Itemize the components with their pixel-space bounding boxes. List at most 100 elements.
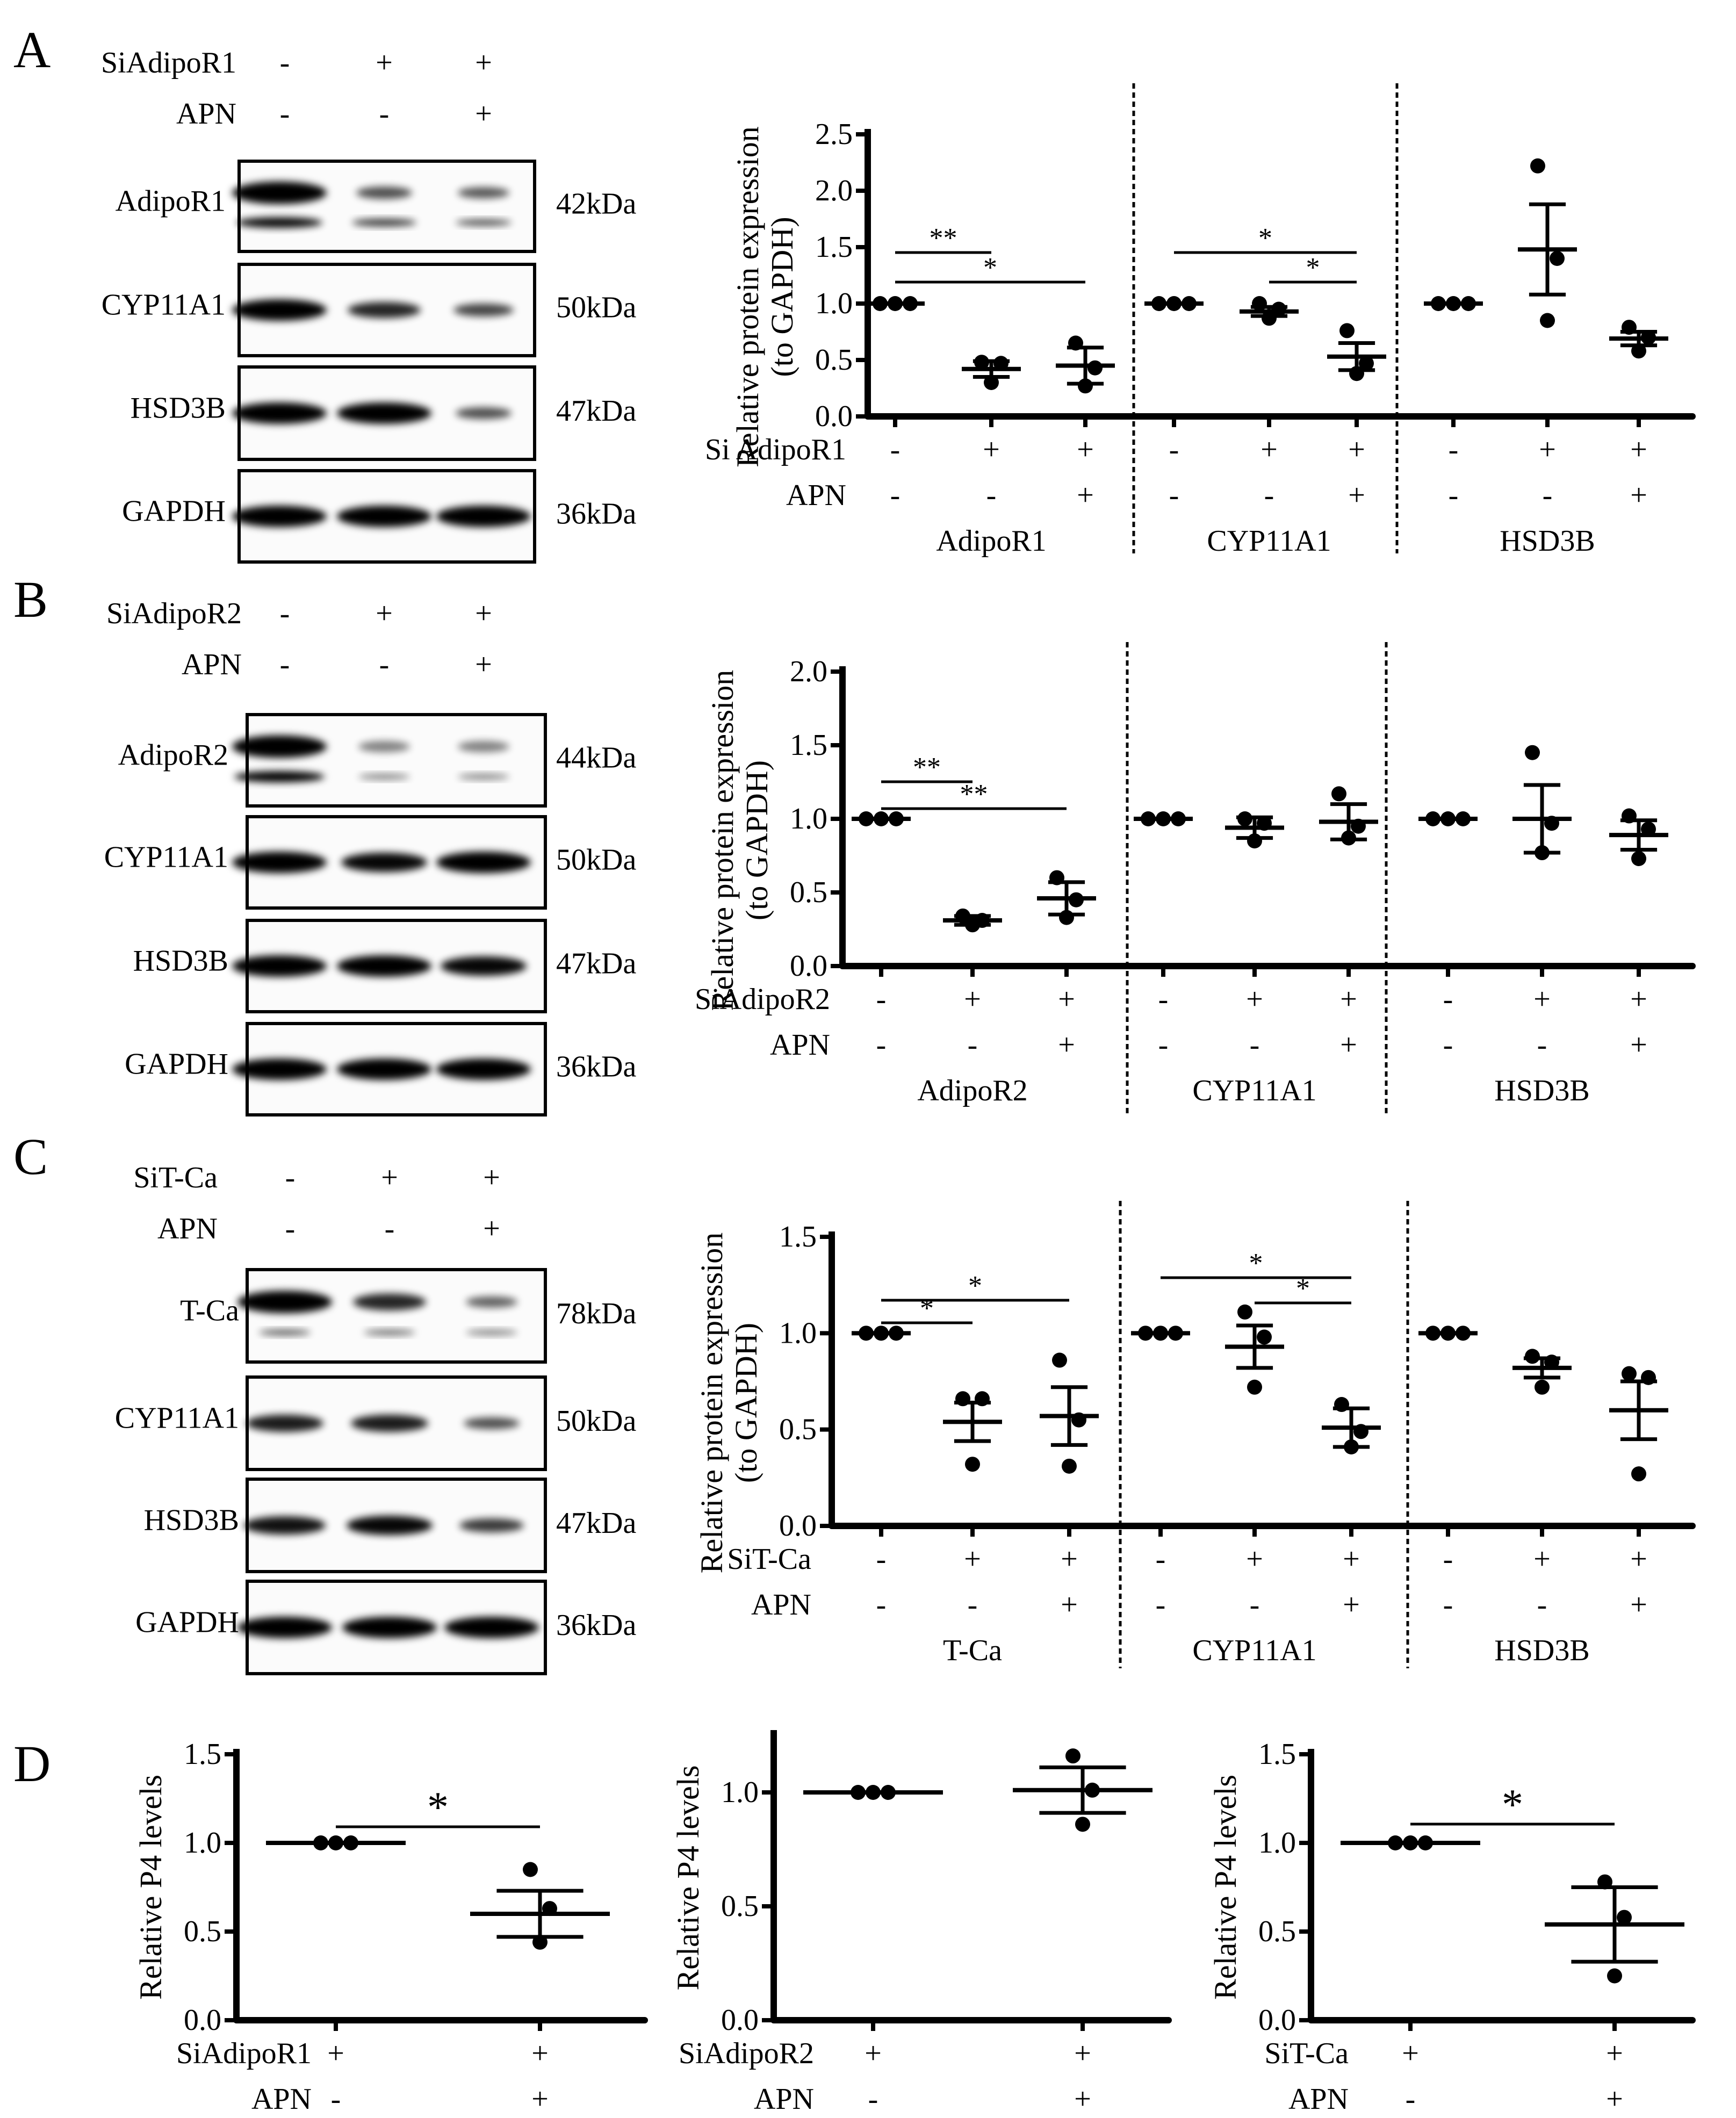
row-sign: - xyxy=(1156,1588,1166,1622)
row-sign: + xyxy=(1533,983,1551,1016)
kda-label-T-Ca: 78kDa xyxy=(556,1297,636,1330)
y-tick-label: 1.0 xyxy=(184,1826,221,1860)
row-sign: + xyxy=(1343,1588,1360,1622)
y-tick-label: 0.0 xyxy=(1258,2004,1296,2037)
blot-band xyxy=(337,955,431,977)
condition-sign-C-0-1: + xyxy=(381,1161,398,1194)
data-point xyxy=(1141,811,1156,826)
data-point xyxy=(874,811,889,826)
row-sign: - xyxy=(968,1588,978,1622)
y-axis-label: Relative P4 levels xyxy=(671,1766,705,1991)
row-sign: - xyxy=(890,433,901,466)
condition-sign-A-0-1: + xyxy=(376,46,393,80)
row-label-1: APN xyxy=(770,1028,830,1062)
row-sign: + xyxy=(1630,983,1647,1016)
data-point xyxy=(1171,811,1186,826)
data-point xyxy=(1151,296,1166,311)
data-point xyxy=(1331,786,1346,802)
condition-sign-B-1-0: - xyxy=(280,648,290,681)
y-tick-label: 0.5 xyxy=(790,876,827,909)
row-sign: + xyxy=(1630,1588,1647,1622)
panel-letter-A: A xyxy=(13,21,51,78)
data-point xyxy=(1065,1748,1081,1764)
blot-band xyxy=(441,956,527,976)
kda-label-AdipoR1: 42kDa xyxy=(556,187,636,220)
data-point xyxy=(1631,1466,1646,1482)
blot-band xyxy=(337,506,431,527)
blot-band xyxy=(232,181,327,204)
y-tick-label: 0.5 xyxy=(721,1890,759,1923)
blot-band xyxy=(456,407,512,419)
data-point xyxy=(1388,1835,1403,1850)
data-point xyxy=(1341,830,1356,846)
blot-band xyxy=(358,774,410,780)
blot-band xyxy=(234,771,325,783)
condition-sign-A-0-2: + xyxy=(475,46,492,80)
blot-band xyxy=(351,1415,428,1432)
blot-band xyxy=(458,187,509,199)
row-sign: - xyxy=(1537,1588,1547,1622)
blot-band xyxy=(353,1293,426,1310)
y-tick-label: 1.5 xyxy=(779,1220,817,1253)
y-tick-label: 0.0 xyxy=(790,949,827,983)
data-point xyxy=(1068,335,1083,351)
group-name-2: HSD3B xyxy=(1500,524,1595,558)
row-sign: + xyxy=(327,2037,344,2070)
panel-letter-D: D xyxy=(13,1735,51,1792)
data-point xyxy=(859,811,874,826)
data-point xyxy=(1339,323,1355,338)
row-sign: + xyxy=(1077,479,1094,512)
data-point xyxy=(1425,1325,1440,1341)
data-point xyxy=(975,1391,990,1407)
protein-label-HSD3B: HSD3B xyxy=(133,945,228,978)
row-sign: - xyxy=(876,1543,887,1576)
row-sign: + xyxy=(1343,1543,1360,1576)
data-point xyxy=(1262,311,1277,326)
blot-band xyxy=(352,219,416,227)
data-point xyxy=(881,1785,896,1800)
blot-band xyxy=(232,299,327,321)
data-point xyxy=(1597,1874,1612,1890)
blot-band xyxy=(348,302,421,318)
group-name-0: T-Ca xyxy=(943,1634,1002,1667)
row-sign: + xyxy=(1061,1543,1078,1576)
data-point xyxy=(1059,910,1074,925)
y-tick-label: 2.5 xyxy=(815,118,853,151)
data-point xyxy=(1085,1782,1100,1798)
y-tick-label: 1.0 xyxy=(721,1776,759,1809)
condition-label-B-0: SiAdipoR2 xyxy=(106,597,242,630)
significance-mark: * xyxy=(1258,223,1272,254)
group-name-0: AdipoR1 xyxy=(936,524,1046,558)
y-axis-label: Relative P4 levels xyxy=(133,1775,168,2000)
blot-frame-T-Ca xyxy=(246,1268,547,1364)
blot-band xyxy=(358,741,410,752)
panel-letter-B: B xyxy=(13,571,48,628)
row-sign: + xyxy=(865,2037,882,2070)
row-sign: + xyxy=(1606,2037,1623,2070)
blot-band xyxy=(436,1058,531,1080)
row-sign: + xyxy=(1074,2037,1091,2070)
data-point xyxy=(1168,1325,1183,1341)
row-sign: + xyxy=(1402,2037,1419,2070)
data-point xyxy=(1456,811,1471,826)
row-label-1: APN xyxy=(1288,2083,1349,2116)
blot-band xyxy=(237,1617,332,1638)
group-name-1: CYP11A1 xyxy=(1207,524,1331,558)
blot-band xyxy=(347,1516,433,1535)
row-sign: - xyxy=(331,2083,341,2116)
data-point xyxy=(1237,811,1252,826)
data-point xyxy=(1138,1325,1153,1341)
row-sign: - xyxy=(1250,1588,1260,1622)
row-sign: - xyxy=(1443,1588,1453,1622)
y-tick-label: 0.5 xyxy=(815,343,853,377)
row-label-0: SiAdipoR1 xyxy=(176,2037,312,2070)
y-tick-label: 1.5 xyxy=(184,1738,221,1771)
row-sign: + xyxy=(1539,433,1556,466)
kda-label-GAPDH: 36kDa xyxy=(556,1050,636,1084)
row-sign: + xyxy=(1630,1543,1647,1576)
blot-band xyxy=(232,852,327,873)
data-point xyxy=(1257,1329,1272,1345)
blot-band xyxy=(232,955,327,977)
western-blot-layer: A SiAdipoR1 - + + APN - - + AdipoR1 42kDa CYP11A1 50… xyxy=(13,21,636,1792)
data-point xyxy=(1344,1439,1359,1454)
